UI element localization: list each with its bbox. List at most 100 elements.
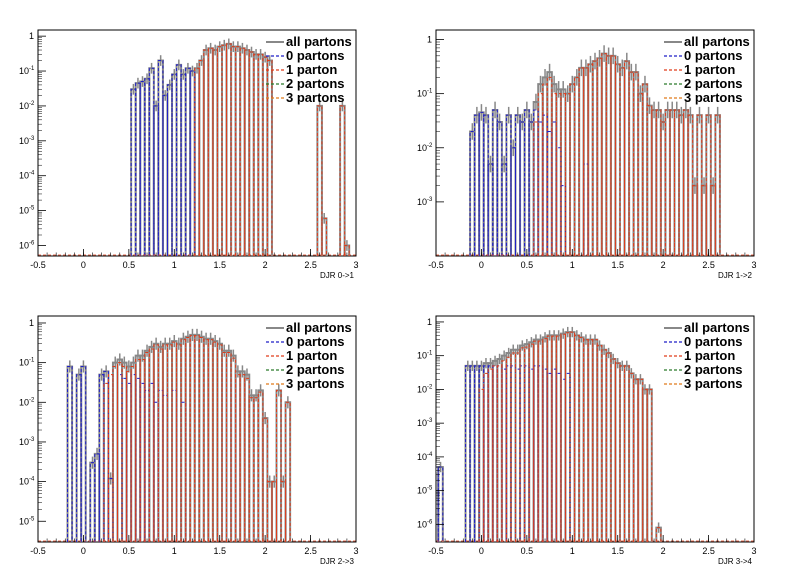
chart-panel-4: -0.5 0 0.5 1 1.5 2 2.5 310-610-510-410-310 -210-…	[417, 315, 757, 566]
histogram-bin	[284, 401, 292, 542]
histogram-bin	[117, 362, 123, 542]
histogram-bin	[560, 333, 566, 542]
x-tick-label: 0	[81, 260, 86, 270]
x-tick-label: 2	[661, 546, 666, 556]
legend-entry: all partons	[684, 34, 750, 49]
series-0-partons	[130, 60, 196, 256]
histogram-bin	[714, 114, 721, 256]
histogram-bin	[528, 343, 535, 542]
histogram-bin	[239, 47, 246, 256]
y-tick-exponent: -1	[29, 358, 35, 364]
histogram-bin	[605, 352, 612, 542]
x-tick-label: 0	[479, 260, 484, 270]
x-tick-label: 2.5	[702, 546, 715, 556]
histogram-bin	[144, 78, 150, 256]
x-tick-label: 0.5	[123, 260, 136, 270]
x-tick-label: 2	[661, 260, 666, 270]
histogram-bin	[610, 358, 616, 542]
x-tick-label: 0	[479, 546, 484, 556]
x-tick-label: 2	[263, 260, 268, 270]
y-tick-label: 10	[19, 171, 29, 181]
histogram-bin	[153, 105, 159, 256]
x-tick-label: 0.5	[521, 260, 534, 270]
histogram-bin	[171, 341, 178, 542]
y-tick-label: 1	[29, 31, 34, 41]
histogram-bin	[551, 335, 557, 542]
histogram-bin	[478, 111, 485, 256]
x-tick-label: 1.5	[213, 260, 226, 270]
histogram-bin	[144, 352, 150, 542]
histogram-bin	[714, 114, 721, 256]
legend-entry: 2 partons	[286, 76, 345, 91]
legend-entry: 1 parton	[286, 348, 337, 363]
x-axis-title: DJR 0->1	[320, 271, 355, 280]
histogram-bin	[637, 93, 644, 256]
y-tick-label: 10	[417, 89, 427, 99]
legend-entry: all partons	[286, 34, 352, 49]
y-tick-exponent: -2	[427, 384, 433, 390]
y-tick-label: 10	[417, 452, 427, 462]
legend-entry: 0 partons	[286, 334, 345, 349]
histogram-bin	[153, 401, 159, 542]
data-area	[38, 328, 356, 542]
y-tick-exponent: -2	[427, 143, 433, 149]
histogram-bin	[587, 339, 594, 542]
histogram-bin	[564, 332, 571, 542]
histogram-bin	[235, 374, 241, 542]
histogram-bin	[180, 401, 187, 542]
histogram-bin	[216, 46, 223, 256]
histogram-bin	[244, 49, 250, 256]
histogram-bin	[569, 331, 576, 542]
x-tick-label: 3	[353, 546, 358, 556]
histogram-bin	[194, 67, 200, 256]
histogram-bin	[207, 47, 214, 256]
histogram-bin	[515, 352, 521, 542]
histogram-bin	[285, 401, 291, 542]
y-tick-exponent: -1	[427, 351, 433, 357]
histogram-bin	[633, 378, 639, 542]
histogram-bin	[646, 388, 653, 542]
plot-frame	[435, 29, 755, 257]
legend-entry: 2 partons	[684, 76, 743, 91]
y-tick-label: 1	[29, 318, 34, 328]
histogram-bin	[551, 93, 557, 256]
x-tick-label: 3	[751, 546, 756, 556]
histogram-bin	[276, 389, 282, 542]
y-tick-exponent: -3	[427, 197, 433, 203]
plot-frame	[435, 315, 755, 543]
x-tick-label: 1	[570, 260, 575, 270]
y-tick-label: 10	[19, 136, 29, 146]
histogram-bin	[180, 339, 187, 542]
histogram-bin	[619, 67, 626, 256]
legend-entry: 0 partons	[684, 48, 743, 63]
histogram-bin	[221, 352, 228, 542]
y-tick-exponent: -3	[29, 437, 35, 443]
data-area	[436, 326, 754, 542]
histogram-bin	[605, 55, 612, 256]
histogram-bin	[76, 374, 82, 542]
histogram-bin	[487, 368, 494, 542]
histogram-bin	[148, 348, 155, 542]
histogram-bin	[162, 344, 168, 542]
legend-entry: 1 parton	[286, 62, 337, 77]
series-1-parton	[533, 53, 721, 256]
y-tick-exponent: -1	[29, 66, 35, 72]
histogram-bin	[601, 53, 607, 256]
histogram-bin	[546, 335, 553, 542]
y-tick-label: 1	[427, 35, 432, 45]
histogram-bin	[67, 365, 73, 542]
x-tick-label: 2	[263, 546, 268, 556]
x-tick-label: 2.5	[304, 260, 317, 270]
histogram-bin	[216, 344, 223, 542]
histogram-bin	[230, 46, 237, 256]
y-tick-exponent: -5	[29, 206, 35, 212]
histogram-bin	[235, 46, 241, 256]
histogram-bin	[66, 365, 74, 542]
histogram-bin	[157, 348, 164, 542]
y-tick-label: 10	[19, 516, 29, 526]
y-tick-label: 10	[19, 437, 29, 447]
histogram-bin	[574, 76, 580, 256]
histogram-bin	[537, 93, 544, 256]
y-tick-label: 10	[417, 486, 427, 496]
